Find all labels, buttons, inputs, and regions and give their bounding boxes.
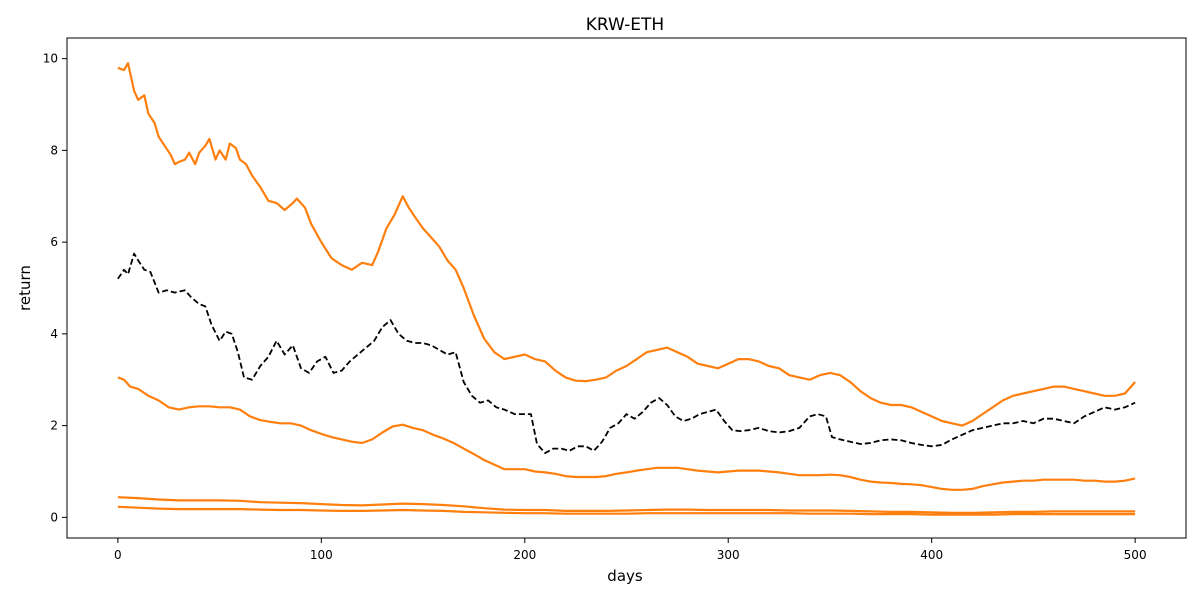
series-line-2 <box>117 252 1136 455</box>
x-tick-label: 200 <box>513 548 536 562</box>
x-tick-label: 100 <box>310 548 333 562</box>
x-tick-label: 400 <box>920 548 943 562</box>
series-line-1 <box>117 62 1136 427</box>
x-tick-label: 500 <box>1124 548 1147 562</box>
x-axis: 0 100 200 300 400 500 <box>114 538 1147 562</box>
series-line-5 <box>117 505 1136 516</box>
series-line-3 <box>117 376 1136 491</box>
series-layer <box>117 62 1136 516</box>
x-tick-label: 0 <box>114 548 122 562</box>
y-tick-label: 8 <box>50 143 58 157</box>
x-tick-label: 300 <box>717 548 740 562</box>
y-tick-label: 10 <box>43 52 58 66</box>
y-tick-label: 6 <box>50 235 58 249</box>
y-axis-label: return <box>16 265 34 311</box>
y-tick-label: 0 <box>50 510 58 524</box>
y-axis: 0 2 4 6 8 10 <box>43 52 67 524</box>
chart-title: KRW-ETH <box>586 15 664 35</box>
series-line-4 <box>117 496 1136 514</box>
y-tick-label: 2 <box>50 419 58 433</box>
y-tick-label: 4 <box>50 327 58 341</box>
x-axis-label: days <box>607 567 643 585</box>
plot-frame <box>66 37 1187 539</box>
